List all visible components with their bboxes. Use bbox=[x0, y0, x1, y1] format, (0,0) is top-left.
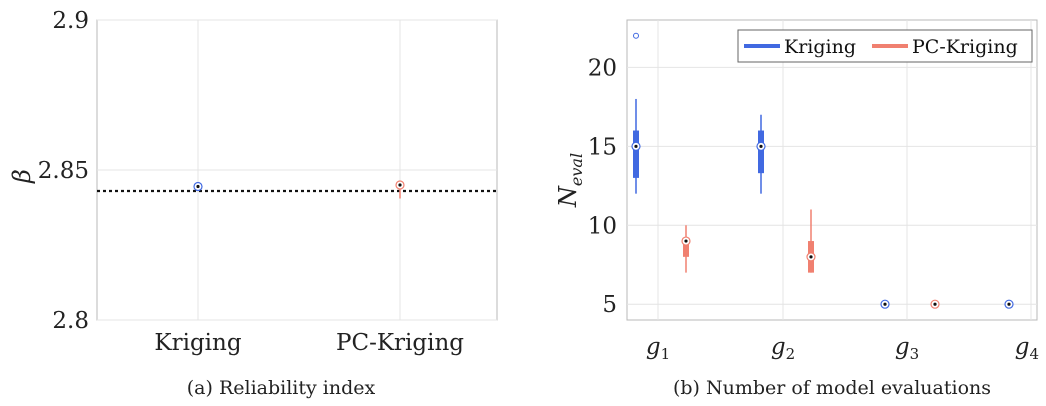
b-kriging-g2-box bbox=[756, 114, 766, 194]
a-pc-kriging-median-dot bbox=[398, 183, 402, 187]
y-axis-label-b-base: N bbox=[554, 185, 582, 208]
ytick-label-a: 2.8 bbox=[52, 308, 89, 334]
b-kriging-g1-outlier bbox=[633, 32, 639, 39]
xtick-label-b: g2 bbox=[771, 334, 795, 363]
b-kriging-g3-box bbox=[880, 299, 890, 309]
xtick-label-b-sub: 1 bbox=[661, 345, 671, 363]
xtick-label-b-sub: 2 bbox=[786, 345, 796, 363]
legend-label-kriging: Kriging bbox=[784, 36, 856, 58]
xtick-label-a: PC-Kriging bbox=[336, 330, 464, 356]
xtick-label-b-base: g bbox=[1015, 334, 1030, 360]
ytick-label-a: 2.85 bbox=[38, 158, 89, 184]
caption-a: (a) Reliability index bbox=[187, 377, 376, 399]
grid-a bbox=[97, 19, 497, 321]
legend-label-pc-kriging: PC-Kriging bbox=[912, 36, 1018, 58]
a-kriging-box bbox=[193, 181, 203, 192]
xticks-b: g1 g2 g3 g4 bbox=[646, 334, 1039, 363]
b-pc-kriging-g2-median-dot bbox=[809, 255, 813, 259]
ytick-label-b: 10 bbox=[588, 213, 617, 239]
y-axis-label-a: β bbox=[8, 169, 36, 184]
b-pc-kriging-g3-median-dot bbox=[933, 302, 937, 306]
b-pc-kriging-g2-box bbox=[806, 209, 816, 273]
b-kriging-g1-iqr bbox=[633, 130, 639, 178]
b-pc-kriging-g1-box bbox=[681, 225, 691, 273]
b-kriging-g2-iqr bbox=[758, 130, 764, 174]
plot-frame-b bbox=[626, 19, 1038, 321]
ytick-label-b: 15 bbox=[588, 134, 617, 160]
panel-reliability-index: 2.8 2.85 2.9 Kriging PC-Kriging β (a) Relia… bbox=[8, 8, 498, 399]
xtick-label-b: g3 bbox=[895, 334, 919, 363]
yticks-a: 2.8 2.85 2.9 bbox=[38, 8, 89, 334]
xtick-label-b: g4 bbox=[1015, 334, 1039, 363]
ytick-label-a: 2.9 bbox=[52, 8, 89, 34]
a-pc-kriging-box bbox=[395, 180, 405, 199]
yticks-b: 5 10 15 20 bbox=[588, 55, 617, 318]
b-kriging-g4-median-dot bbox=[1007, 302, 1011, 306]
caption-b: (b) Number of model evaluations bbox=[673, 377, 991, 399]
ytick-label-b: 20 bbox=[588, 55, 617, 81]
b-pc-kriging-g3-box bbox=[930, 299, 940, 309]
xtick-label-b-sub: 4 bbox=[1029, 345, 1039, 363]
legend: Kriging PC-Kriging bbox=[737, 29, 1033, 63]
b-pc-kriging-g1-median-dot bbox=[684, 239, 688, 243]
b-kriging-g4-box bbox=[1004, 299, 1014, 309]
ytick-label-b: 5 bbox=[602, 292, 617, 318]
b-kriging-g1-median-dot bbox=[634, 144, 638, 148]
xtick-label-b-base: g bbox=[771, 334, 786, 360]
y-axis-label-b-sub: eval bbox=[567, 153, 586, 186]
xticks-a: Kriging PC-Kriging bbox=[154, 330, 464, 356]
boxes-a bbox=[97, 180, 497, 199]
xtick-label-b: g1 bbox=[646, 334, 670, 363]
b-kriging-g3-median-dot bbox=[883, 302, 887, 306]
grid-b bbox=[627, 20, 1037, 320]
b-kriging-g1-box bbox=[631, 32, 641, 194]
xtick-label-b-base: g bbox=[646, 334, 661, 360]
xtick-label-b-base: g bbox=[895, 334, 910, 360]
boxes-b bbox=[631, 32, 1014, 309]
y-axis-label-b: Neval bbox=[554, 153, 586, 208]
b-kriging-g2-median-dot bbox=[759, 144, 763, 148]
b-pc-kriging-g1-iqr bbox=[683, 241, 689, 257]
xtick-label-a: Kriging bbox=[154, 330, 241, 356]
a-kriging-median-dot bbox=[196, 184, 200, 189]
xtick-label-b-sub: 3 bbox=[910, 345, 920, 363]
